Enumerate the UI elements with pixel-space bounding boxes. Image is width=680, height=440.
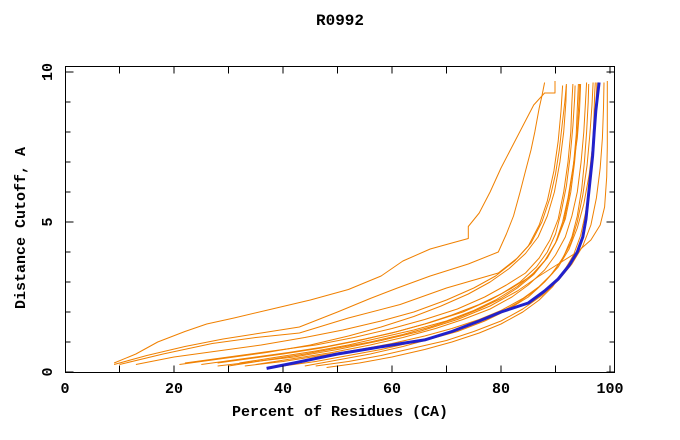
curve-model-15: [135, 85, 564, 365]
y-axis-label: Distance Cutoff, A: [13, 146, 30, 310]
plot-frame: [65, 66, 615, 373]
x-tick-label: 0: [60, 381, 69, 398]
curve-model-13: [315, 82, 605, 367]
curve-model-4: [217, 81, 608, 367]
curve-model-5: [184, 83, 574, 364]
y-tick-label: 10: [40, 63, 57, 81]
y-tick-label: 0: [40, 367, 57, 376]
x-tick-label: 100: [596, 381, 623, 398]
curve-model-7: [217, 85, 576, 364]
curve-model-16: [179, 85, 567, 365]
curve-model-17: [239, 83, 580, 364]
chart-title: R0992: [315, 12, 364, 30]
curve-highlighted-model: [266, 82, 601, 370]
curve-model-9: [244, 83, 590, 367]
x-axis-label: Percent of Residues (CA): [231, 404, 449, 421]
curve-model-2: [113, 82, 546, 365]
curve-model-6: [201, 83, 579, 365]
curve-model-1: [113, 81, 556, 364]
y-tick-label: 5: [40, 217, 57, 226]
curve-model-8: [228, 83, 582, 367]
x-tick-label: 60: [383, 381, 401, 398]
curve-model-3: [119, 83, 567, 365]
x-tick-label: 40: [274, 381, 292, 398]
x-tick-label: 20: [165, 381, 183, 398]
curve-model-10: [255, 82, 588, 365]
x-tick-label: 80: [492, 381, 510, 398]
